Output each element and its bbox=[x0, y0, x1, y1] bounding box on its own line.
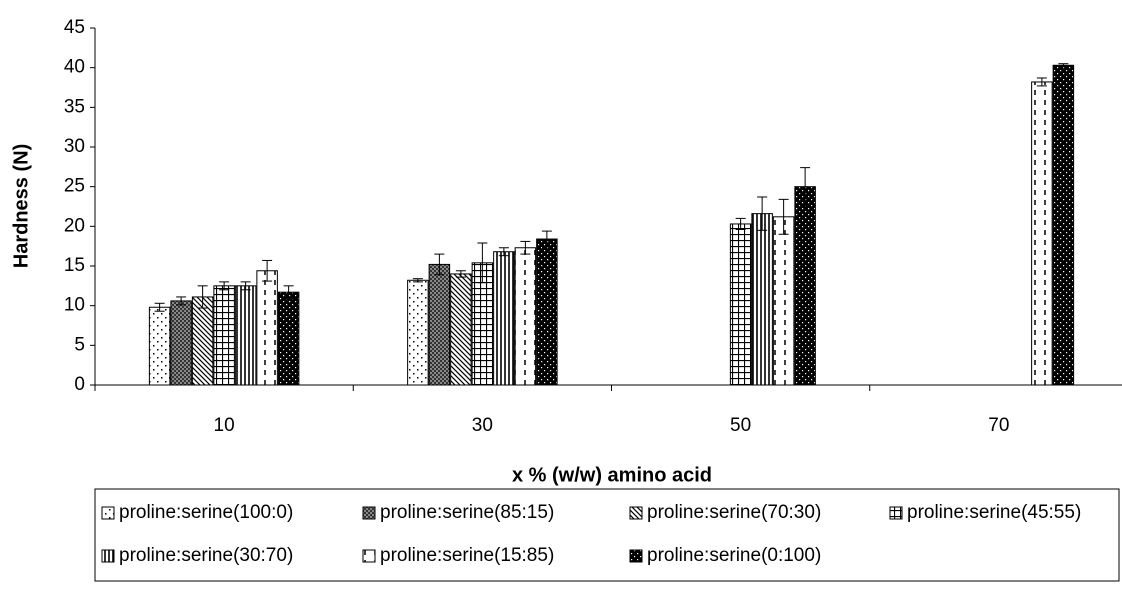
bar bbox=[794, 186, 816, 386]
y-tick-label: 40 bbox=[64, 57, 85, 78]
x-tick-label: 70 bbox=[988, 415, 1009, 436]
y-tick-label: 15 bbox=[64, 255, 85, 276]
legend-label: proline:serine(70:30) bbox=[647, 502, 821, 523]
y-axis-title: Hardness (N) bbox=[10, 144, 32, 268]
bar bbox=[450, 273, 472, 386]
bar bbox=[407, 279, 429, 386]
error-bar bbox=[154, 302, 165, 312]
error-bar bbox=[412, 278, 423, 283]
bar bbox=[213, 285, 235, 386]
bar bbox=[514, 247, 537, 386]
error-bar bbox=[455, 270, 466, 278]
legend-swatch bbox=[101, 549, 115, 563]
legend-label: proline:serine(30:70) bbox=[119, 545, 293, 566]
legend-swatch bbox=[889, 506, 903, 520]
y-tick-label: 35 bbox=[64, 96, 85, 117]
error-bar bbox=[176, 296, 187, 306]
y-tick-label: 20 bbox=[64, 215, 85, 236]
y-tick-label: 10 bbox=[64, 295, 85, 316]
legend-swatch bbox=[362, 506, 376, 520]
bar bbox=[277, 291, 300, 386]
bar bbox=[493, 251, 515, 386]
error-bar bbox=[197, 285, 208, 309]
error-bar bbox=[498, 247, 509, 257]
error-bar bbox=[283, 285, 294, 300]
legend-swatch bbox=[629, 506, 643, 520]
x-tick-label: 50 bbox=[730, 415, 751, 436]
error-bar bbox=[1036, 77, 1047, 87]
bar bbox=[191, 296, 214, 386]
bar bbox=[148, 306, 171, 386]
bar bbox=[772, 216, 795, 386]
y-tick-label: 30 bbox=[64, 136, 85, 157]
bar bbox=[234, 285, 257, 386]
error-bar bbox=[1058, 63, 1069, 68]
y-tick-label: 5 bbox=[74, 334, 85, 355]
error-bar bbox=[520, 240, 531, 255]
y-tick-label: 25 bbox=[64, 176, 85, 197]
legend bbox=[94, 488, 1120, 582]
error-bar bbox=[434, 253, 445, 276]
error-bar bbox=[262, 259, 273, 282]
error-bar bbox=[477, 242, 488, 284]
legend-label: proline:serine(45:55) bbox=[907, 502, 1081, 523]
legend-label: proline:serine(85:15) bbox=[380, 502, 554, 523]
bar bbox=[428, 263, 451, 386]
legend-label: proline:serine(0:100) bbox=[647, 545, 821, 566]
y-tick-label: 45 bbox=[64, 17, 85, 38]
error-bar bbox=[757, 196, 768, 231]
error-bar bbox=[800, 167, 811, 207]
y-tick-label: 0 bbox=[74, 374, 85, 395]
legend-label: proline:serine(15:85) bbox=[380, 545, 554, 566]
error-bar bbox=[219, 281, 230, 291]
bar bbox=[729, 223, 752, 386]
bar bbox=[536, 238, 558, 386]
legend-swatch bbox=[362, 549, 376, 563]
bar bbox=[256, 270, 278, 386]
x-tick-label: 10 bbox=[214, 415, 235, 436]
x-axis-title: x % (w/w) amino acid bbox=[512, 464, 712, 486]
x-tick-label: 30 bbox=[472, 415, 493, 436]
legend-swatch bbox=[101, 506, 115, 520]
legend-label: proline:serine(100:0) bbox=[119, 502, 293, 523]
legend-swatch bbox=[629, 549, 643, 563]
error-bar bbox=[778, 198, 789, 235]
bar bbox=[1031, 81, 1053, 386]
bar bbox=[751, 213, 773, 386]
error-bar bbox=[541, 230, 552, 248]
bar bbox=[170, 300, 192, 386]
bar bbox=[1052, 64, 1075, 386]
error-bar bbox=[735, 217, 746, 231]
error-bar bbox=[240, 281, 251, 291]
